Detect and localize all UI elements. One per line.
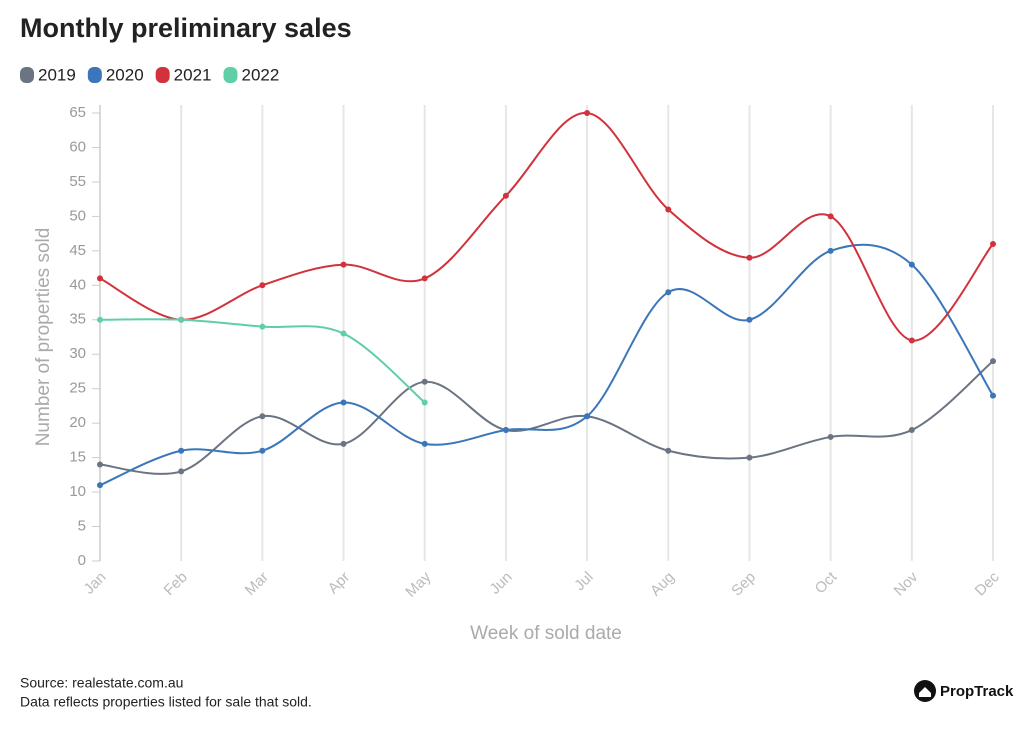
x-tick-label: Mar bbox=[242, 569, 272, 599]
data-point bbox=[502, 427, 509, 434]
data-point bbox=[827, 433, 834, 440]
logo-house bbox=[919, 687, 931, 697]
legend-swatch bbox=[87, 67, 102, 83]
data-point bbox=[97, 482, 103, 489]
x-tick-label: Jul bbox=[571, 569, 597, 595]
data-point bbox=[990, 240, 996, 247]
y-tick-label: 45 bbox=[69, 242, 86, 259]
series-line bbox=[99, 111, 994, 342]
data-point bbox=[584, 110, 591, 116]
y-tick-label: 65 bbox=[69, 104, 86, 121]
data-point bbox=[908, 261, 915, 268]
x-tick-label: Jan bbox=[81, 569, 110, 598]
data-point bbox=[178, 447, 185, 454]
y-tick-label: 40 bbox=[69, 276, 86, 293]
x-tick-label: Nov bbox=[891, 568, 922, 599]
x-tick-label: May bbox=[402, 568, 434, 600]
data-point bbox=[259, 447, 266, 454]
y-tick-label: 10 bbox=[69, 483, 86, 500]
data-point bbox=[665, 289, 672, 296]
series-line bbox=[99, 360, 994, 475]
data-point bbox=[665, 206, 672, 213]
x-tick-label: Jun bbox=[486, 569, 515, 598]
logo-text: PropTrack bbox=[940, 683, 1014, 700]
data-point bbox=[990, 358, 996, 365]
y-tick-label: 25 bbox=[69, 380, 86, 397]
y-tick-label: 20 bbox=[69, 414, 86, 431]
data-point bbox=[990, 392, 996, 399]
data-point bbox=[340, 330, 347, 337]
x-tick-label: Oct bbox=[812, 568, 841, 597]
y-tick-label: 60 bbox=[69, 138, 86, 155]
data-point bbox=[259, 413, 266, 420]
data-point bbox=[746, 254, 753, 261]
data-point bbox=[827, 213, 834, 220]
data-point bbox=[178, 468, 185, 475]
legend-label: 2019 bbox=[38, 65, 76, 84]
y-tick-label: 5 bbox=[78, 518, 86, 535]
chart-title: Monthly preliminary sales bbox=[20, 13, 352, 43]
data-point bbox=[97, 316, 103, 323]
legend-swatch bbox=[20, 67, 34, 83]
x-tick-label: Dec bbox=[972, 568, 1003, 599]
data-point bbox=[665, 447, 672, 454]
y-tick-label: 55 bbox=[69, 173, 86, 190]
logo: PropTrack bbox=[914, 680, 1014, 702]
x-tick-label: Apr bbox=[325, 569, 354, 598]
data-point bbox=[746, 316, 753, 323]
y-axis-label: Number of properties sold bbox=[33, 228, 54, 447]
data-point bbox=[908, 427, 915, 434]
legend-label: 2021 bbox=[174, 65, 212, 84]
data-point bbox=[421, 440, 428, 447]
data-point bbox=[421, 275, 428, 282]
x-tick-label: Feb bbox=[161, 569, 191, 599]
data-point bbox=[340, 261, 347, 268]
legend-swatch bbox=[155, 67, 170, 83]
legend-swatch bbox=[223, 67, 238, 83]
data-point bbox=[421, 378, 428, 385]
data-point bbox=[340, 399, 347, 406]
y-tick-label: 0 bbox=[78, 552, 86, 569]
data-point bbox=[827, 247, 834, 254]
data-point bbox=[97, 275, 103, 282]
data-point bbox=[97, 461, 103, 468]
source-note: Source: realestate.com.au bbox=[20, 675, 183, 691]
data-point bbox=[178, 316, 185, 323]
data-point bbox=[259, 323, 266, 330]
legend-label: 2020 bbox=[106, 65, 144, 84]
x-axis-label: Week of sold date bbox=[470, 623, 622, 644]
y-tick-label: 30 bbox=[69, 345, 86, 362]
data-point bbox=[340, 440, 347, 447]
y-tick-label: 15 bbox=[69, 449, 86, 466]
data-point bbox=[502, 192, 509, 199]
series-line bbox=[99, 243, 994, 487]
x-tick-label: Sep bbox=[728, 569, 759, 600]
x-tick-label: Aug bbox=[647, 569, 678, 600]
data-point bbox=[908, 337, 915, 344]
y-tick-label: 35 bbox=[69, 311, 86, 328]
data-note: Data reflects properties listed for sale… bbox=[20, 694, 312, 710]
data-point bbox=[746, 454, 753, 461]
data-point bbox=[259, 282, 266, 289]
data-point bbox=[421, 399, 428, 406]
legend-label: 2022 bbox=[241, 65, 279, 84]
y-tick-label: 50 bbox=[69, 207, 86, 224]
data-point bbox=[584, 413, 591, 420]
